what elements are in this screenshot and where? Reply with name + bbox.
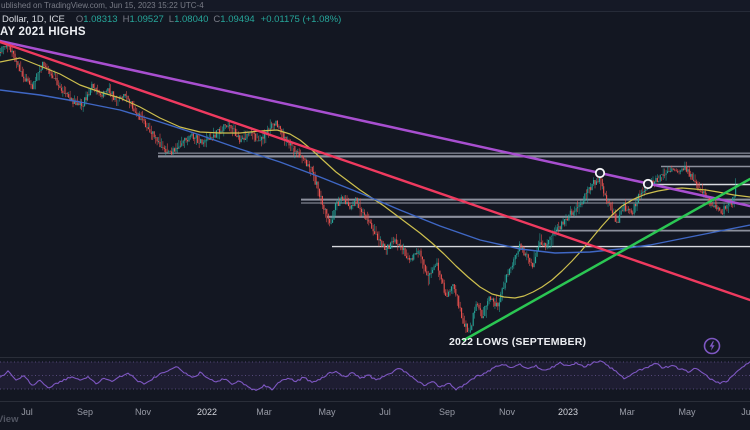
x-axis-label: Jul [741,407,750,417]
symbol-legend[interactable]: Dollar, 1D, ICE O1.08313 H1.09527 L1.08040 C… [2,14,341,26]
publish-attribution: ublished on TradingView.com, Jun 15, 202… [0,0,750,12]
may-2021-highs-annotation: AY 2021 HIGHS [0,26,86,38]
open-label: O [75,14,84,25]
low-value: 1.08040 [174,14,209,25]
x-axis-label: May [318,407,336,417]
change-value: +0.01175 (+1.08%) [260,14,342,25]
close-label: C [213,14,221,25]
x-axis-label: Jul [21,407,33,417]
x-axis-label: Sep [438,407,455,417]
tradingview-watermark: View [0,414,19,425]
close-value: 1.09494 [220,14,255,25]
high-value: 1.09527 [129,14,164,25]
x-axis-label: Sep [76,407,93,417]
open-value: 1.08313 [83,14,118,25]
x-axis-label: Mar [256,407,272,417]
x-axis-label: May [678,407,696,417]
x-axis-label: Jul [379,407,391,417]
time-axis[interactable]: Jul Sep Nov 2022 Mar May Jul Sep Nov 2023 Mar May Ju… [0,401,750,430]
x-axis-label: Nov [498,407,515,417]
flash-icon[interactable] [702,336,722,356]
low-label: L [168,14,175,25]
high-label: H [122,14,130,25]
x-axis-label: Nov [134,407,151,417]
lightning-bolt-glyph [709,341,715,351]
x-axis-label: 2023 [557,407,579,417]
2022-lows-annotation: 2022 LOWS (SEPTEMBER) [449,336,587,348]
symbol-name[interactable]: Dollar, 1D, ICE [2,14,65,25]
x-axis-label: 2022 [196,407,218,417]
x-axis-label: Mar [619,407,635,417]
